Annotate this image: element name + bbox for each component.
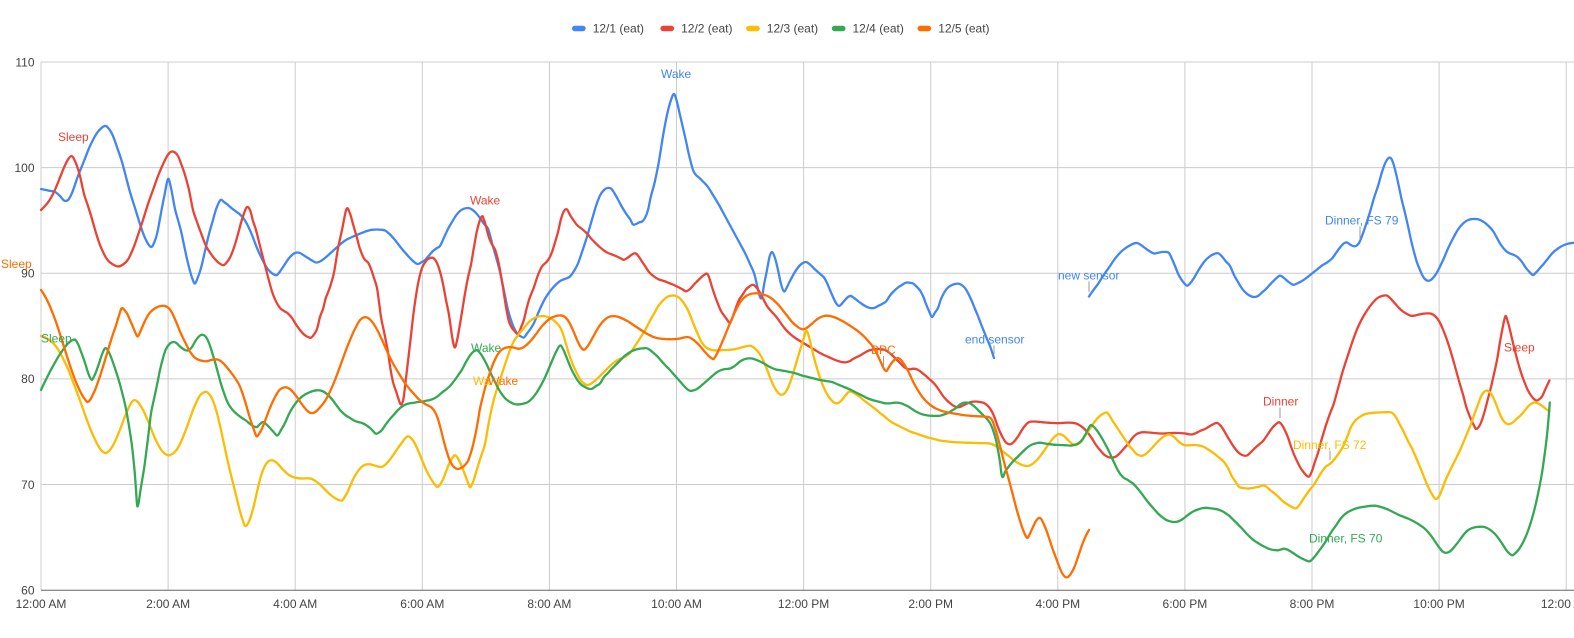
svg-text:4:00 PM: 4:00 PM bbox=[1035, 597, 1080, 611]
svg-text:100: 100 bbox=[14, 161, 34, 175]
svg-text:12/2 (eat): 12/2 (eat) bbox=[681, 22, 732, 36]
svg-text:Sleep: Sleep bbox=[41, 332, 72, 346]
svg-text:12:00 AM: 12:00 AM bbox=[16, 597, 67, 611]
svg-text:Wake: Wake bbox=[471, 341, 502, 355]
svg-text:10:00 AM: 10:00 AM bbox=[651, 597, 702, 611]
svg-text:end sensor: end sensor bbox=[965, 333, 1024, 347]
svg-text:Wake: Wake bbox=[661, 67, 692, 81]
svg-text:6:00 PM: 6:00 PM bbox=[1163, 597, 1208, 611]
svg-text:new sensor: new sensor bbox=[1058, 269, 1119, 283]
svg-text:8:00 AM: 8:00 AM bbox=[527, 597, 571, 611]
svg-text:90: 90 bbox=[21, 267, 35, 281]
svg-text:6:00 AM: 6:00 AM bbox=[400, 597, 444, 611]
svg-text:110: 110 bbox=[15, 55, 34, 69]
svg-text:Wake: Wake bbox=[488, 374, 519, 388]
svg-text:Sleep: Sleep bbox=[1, 257, 32, 271]
svg-text:Sleep: Sleep bbox=[1504, 341, 1535, 355]
svg-text:Dinner, FS 72: Dinner, FS 72 bbox=[1293, 438, 1367, 452]
svg-text:2:00 AM: 2:00 AM bbox=[146, 597, 190, 611]
svg-text:12:00 PM: 12:00 PM bbox=[778, 597, 829, 611]
svg-text:80: 80 bbox=[21, 372, 35, 386]
svg-text:Dinner, FS 70: Dinner, FS 70 bbox=[1309, 532, 1383, 546]
svg-text:Wake: Wake bbox=[470, 194, 501, 208]
svg-text:4:00 AM: 4:00 AM bbox=[273, 597, 317, 611]
svg-text:Dinner: Dinner bbox=[1263, 395, 1298, 409]
svg-text:12/4 (eat): 12/4 (eat) bbox=[853, 22, 904, 36]
svg-text:2:00 PM: 2:00 PM bbox=[908, 597, 953, 611]
svg-text:12:00 AM: 12:00 AM bbox=[1541, 597, 1574, 611]
svg-text:12/3 (eat): 12/3 (eat) bbox=[767, 22, 818, 36]
svg-text:60: 60 bbox=[21, 584, 35, 598]
svg-text:Sleep: Sleep bbox=[58, 130, 89, 144]
svg-text:Wa: Wa bbox=[473, 374, 491, 388]
svg-text:Dinner, FS 79: Dinner, FS 79 bbox=[1325, 214, 1399, 228]
svg-text:12/5 (eat): 12/5 (eat) bbox=[938, 22, 989, 36]
svg-text:8:00 PM: 8:00 PM bbox=[1290, 597, 1335, 611]
svg-text:12/1 (eat): 12/1 (eat) bbox=[593, 22, 644, 36]
svg-text:BPC: BPC bbox=[871, 343, 896, 357]
svg-text:70: 70 bbox=[21, 478, 35, 492]
svg-text:10:00 PM: 10:00 PM bbox=[1413, 597, 1464, 611]
